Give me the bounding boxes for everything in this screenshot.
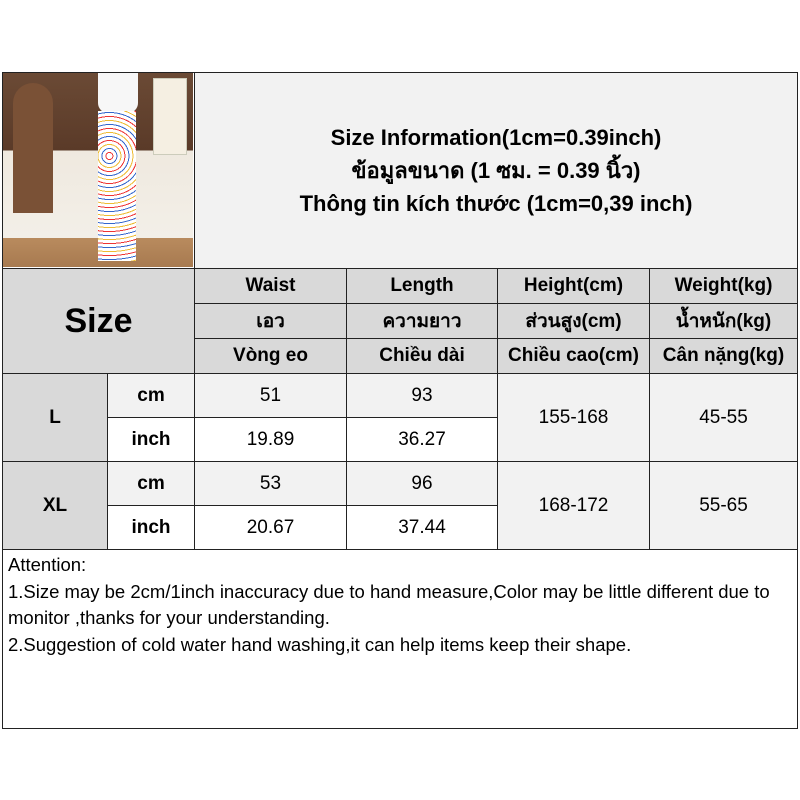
col-height-vi: Chiều cao(cm) <box>497 338 650 374</box>
xl-length-inch: 37.44 <box>346 505 498 550</box>
size-xl: XL <box>2 461 108 550</box>
col-length-th: ความยาว <box>346 303 498 339</box>
col-waist-vi: Vòng eo <box>194 338 347 374</box>
attention-line-1: 1.Size may be 2cm/1inch inaccuracy due t… <box>8 580 770 629</box>
xl-height: 168-172 <box>497 461 650 550</box>
col-waist-th: เอว <box>194 303 347 339</box>
xl-length-cm: 96 <box>346 461 498 506</box>
l-height: 155-168 <box>497 373 650 462</box>
product-photo <box>3 73 193 267</box>
title-vietnamese: Thông tin kích thước (1cm=0,39 inch) <box>299 191 693 216</box>
attention-line-2: 2.Suggestion of cold water hand washing,… <box>8 633 632 655</box>
col-length-vi: Chiều dài <box>346 338 498 374</box>
unit-cm: cm <box>107 461 195 506</box>
attention-title: Attention: <box>8 554 87 575</box>
l-length-inch: 36.27 <box>346 417 498 462</box>
l-waist-inch: 19.89 <box>194 417 347 462</box>
unit-inch: inch <box>107 417 195 462</box>
col-height-th: ส่วนสูง(cm) <box>497 303 650 339</box>
title-english: Size Information(1cm=0.39inch) <box>330 125 662 150</box>
col-weight-vi: Cân nặng(kg) <box>649 338 798 374</box>
xl-waist-inch: 20.67 <box>194 505 347 550</box>
col-weight-en: Weight(kg) <box>649 268 798 304</box>
xl-waist-cm: 53 <box>194 461 347 506</box>
l-weight: 45-55 <box>649 373 798 462</box>
attention-note: Attention: 1.Size may be 2cm/1inch inacc… <box>2 549 798 729</box>
l-length-cm: 93 <box>346 373 498 418</box>
xl-weight: 55-65 <box>649 461 798 550</box>
title-thai: ข้อมูลขนาด (1 ซม. = 0.39 นิ้ว) <box>351 158 641 183</box>
size-info-header: Size Information(1cm=0.39inch) ข้อมูลขนา… <box>194 72 798 269</box>
l-waist-cm: 51 <box>194 373 347 418</box>
size-l: L <box>2 373 108 462</box>
col-length-en: Length <box>346 268 498 304</box>
unit-inch: inch <box>107 505 195 550</box>
col-weight-th: น้ำหนัก(kg) <box>649 303 798 339</box>
col-waist-en: Waist <box>194 268 347 304</box>
unit-cm: cm <box>107 373 195 418</box>
col-height-en: Height(cm) <box>497 268 650 304</box>
size-header: Size <box>2 268 195 374</box>
